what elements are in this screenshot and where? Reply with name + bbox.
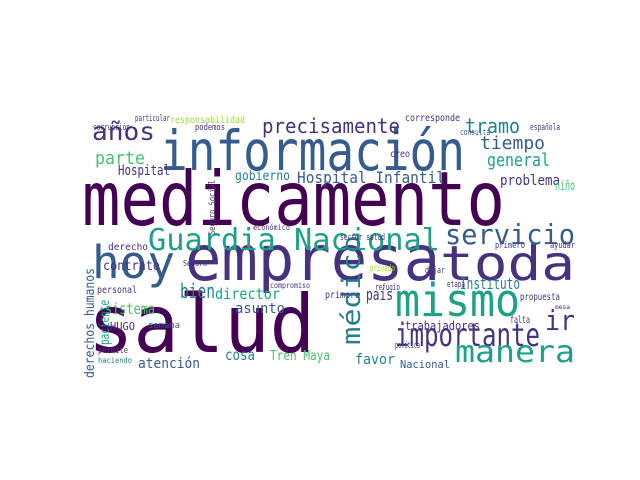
word: etapa xyxy=(447,280,465,290)
word: primera xyxy=(325,290,360,301)
word: salud xyxy=(88,278,315,371)
word: país xyxy=(366,285,393,304)
word: trabajadores xyxy=(405,319,480,333)
word: Seguro Social xyxy=(208,180,218,235)
word: semana xyxy=(148,321,180,331)
word: Hospital xyxy=(118,163,170,179)
word: propuesta xyxy=(520,292,560,303)
word: medicamento xyxy=(82,155,505,243)
word: director xyxy=(215,285,280,303)
word: Tren Maya xyxy=(270,349,330,364)
word: Instituto xyxy=(460,274,520,293)
word: Seguro xyxy=(183,259,207,268)
word: niño xyxy=(555,179,575,194)
word: sector salud xyxy=(340,233,385,243)
word: compromiso xyxy=(270,281,310,290)
word: dejar xyxy=(425,266,445,276)
word: corresponde xyxy=(405,113,460,124)
word: servicio xyxy=(445,218,575,251)
word: particular xyxy=(135,114,170,124)
word: información xyxy=(160,119,465,183)
word: toda xyxy=(440,236,575,292)
word: ayudar xyxy=(550,241,575,251)
word: Nacional xyxy=(400,358,450,371)
word: asunto xyxy=(235,301,285,317)
word: empresa xyxy=(185,222,440,295)
word: manera xyxy=(455,335,575,370)
word: económico xyxy=(253,222,290,232)
word: tiempo xyxy=(480,133,545,154)
word: creo xyxy=(390,149,410,160)
word: precisamente xyxy=(262,114,400,138)
word: mismo xyxy=(395,274,520,327)
word: paciente xyxy=(98,300,113,345)
word: médico xyxy=(337,235,367,345)
word: general xyxy=(487,150,550,171)
word: responsabilidad xyxy=(170,115,245,126)
word: haciendo xyxy=(98,356,132,365)
word: primero xyxy=(495,241,525,251)
word: refugio xyxy=(375,283,400,293)
word: cosa xyxy=(225,346,255,364)
word: parte xyxy=(95,148,145,169)
word: privado xyxy=(370,264,395,274)
word: permite xyxy=(98,346,128,356)
word: bien xyxy=(180,279,215,303)
word: ir xyxy=(545,304,575,337)
word: podemos xyxy=(195,123,225,133)
word: falta xyxy=(510,315,530,326)
word: mesa xyxy=(555,304,570,311)
word: contrato xyxy=(103,259,160,274)
word: derechos humanos xyxy=(83,268,98,378)
word: corrupción xyxy=(93,122,130,133)
word: favor xyxy=(355,352,395,368)
word: Guardia Nacional xyxy=(148,223,440,258)
word: importante xyxy=(395,316,540,354)
word: gobierno xyxy=(235,169,290,184)
word: hoy xyxy=(92,236,175,289)
word: atención xyxy=(138,356,200,372)
word: Hospital Infantil xyxy=(297,168,445,187)
word: política xyxy=(395,341,420,351)
word: sistema xyxy=(105,300,155,318)
word: problema xyxy=(500,173,560,189)
word: años xyxy=(92,117,155,146)
word: consulta xyxy=(460,128,490,138)
word: derecho xyxy=(108,242,148,253)
word: personal xyxy=(97,285,137,296)
word: tramo xyxy=(465,114,520,138)
word: HUGO xyxy=(110,320,135,333)
word: española xyxy=(530,123,560,133)
